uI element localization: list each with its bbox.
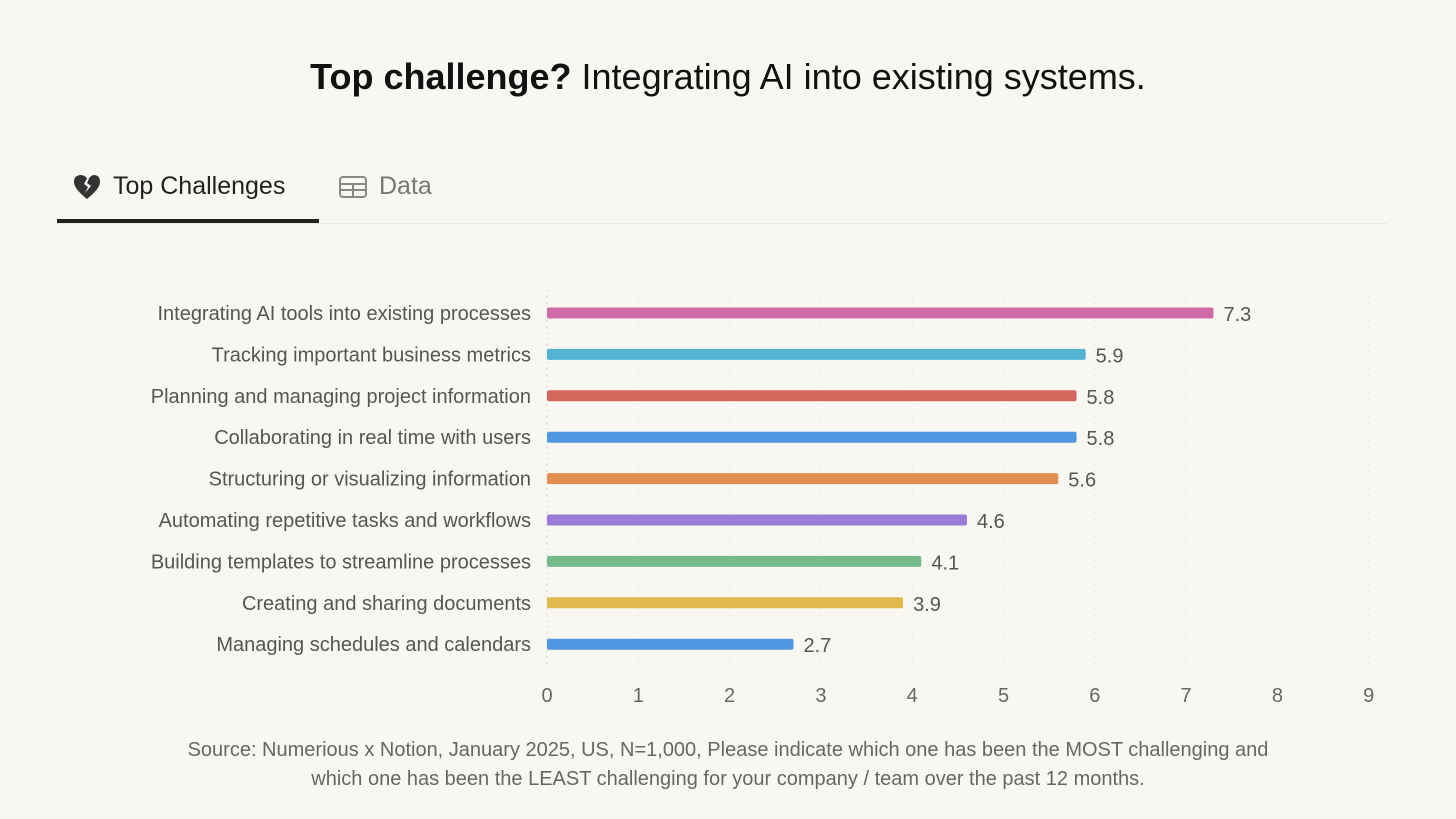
source-line-1: Source: Numerious x Notion, January 2025… — [187, 739, 1269, 761]
table-icon — [339, 175, 367, 198]
category-label: Managing schedules and calendars — [216, 634, 531, 656]
data-label: 4.6 — [977, 511, 1005, 533]
x-tick-label: 9 — [1363, 685, 1374, 707]
bar — [547, 307, 1214, 319]
title-rest: Integrating AI into existing systems. — [571, 56, 1146, 97]
active-tab-indicator — [57, 219, 319, 223]
data-label: 4.1 — [931, 552, 959, 574]
category-label: Building templates to streamline process… — [151, 551, 531, 573]
category-label: Collaborating in real time with users — [214, 427, 531, 449]
category-label: Integrating AI tools into existing proce… — [157, 303, 531, 325]
x-tick-label: 5 — [998, 685, 1009, 707]
tab-bar: Top Challenges Data — [57, 160, 1387, 224]
category-label: Structuring or visualizing information — [209, 469, 531, 491]
x-tick-label: 6 — [1089, 685, 1100, 707]
source-line-2: which one has been the LEAST challenging… — [311, 768, 1145, 790]
tab-label: Data — [379, 172, 432, 200]
bar — [547, 555, 922, 567]
bar — [547, 473, 1059, 485]
data-label: 5.9 — [1096, 345, 1124, 367]
bar — [547, 638, 794, 650]
x-tick-label: 8 — [1272, 685, 1283, 707]
bar — [547, 390, 1077, 402]
x-tick-label: 4 — [907, 685, 918, 707]
bar — [547, 597, 904, 609]
x-tick-label: 7 — [1181, 685, 1192, 707]
x-tick-label: 3 — [815, 685, 826, 707]
data-label: 5.8 — [1087, 428, 1115, 450]
bar — [547, 431, 1077, 443]
x-tick-label: 1 — [633, 685, 644, 707]
bar — [547, 514, 967, 526]
data-label: 5.6 — [1068, 470, 1096, 492]
data-label: 3.9 — [913, 594, 941, 616]
category-label: Automating repetitive tasks and workflow… — [159, 510, 531, 532]
data-label: 2.7 — [804, 635, 832, 657]
tab-label: Top Challenges — [113, 172, 286, 200]
category-label: Tracking important business metrics — [212, 344, 531, 366]
category-label: Planning and managing project informatio… — [151, 386, 531, 408]
source-note: Source: Numerious x Notion, January 2025… — [0, 736, 1456, 794]
broken-heart-icon — [74, 174, 100, 199]
bar — [547, 348, 1086, 360]
tab-data[interactable]: Data — [339, 172, 432, 201]
tab-top-challenges[interactable]: Top Challenges — [73, 172, 285, 201]
data-label: 5.8 — [1087, 387, 1115, 409]
x-tick-label: 0 — [541, 685, 552, 707]
category-label: Creating and sharing documents — [242, 593, 531, 615]
title-bold: Top challenge? — [310, 56, 572, 97]
page-title: Top challenge? Integrating AI into exist… — [0, 56, 1456, 98]
x-tick-label: 2 — [724, 685, 735, 707]
data-label: 7.3 — [1223, 304, 1251, 326]
